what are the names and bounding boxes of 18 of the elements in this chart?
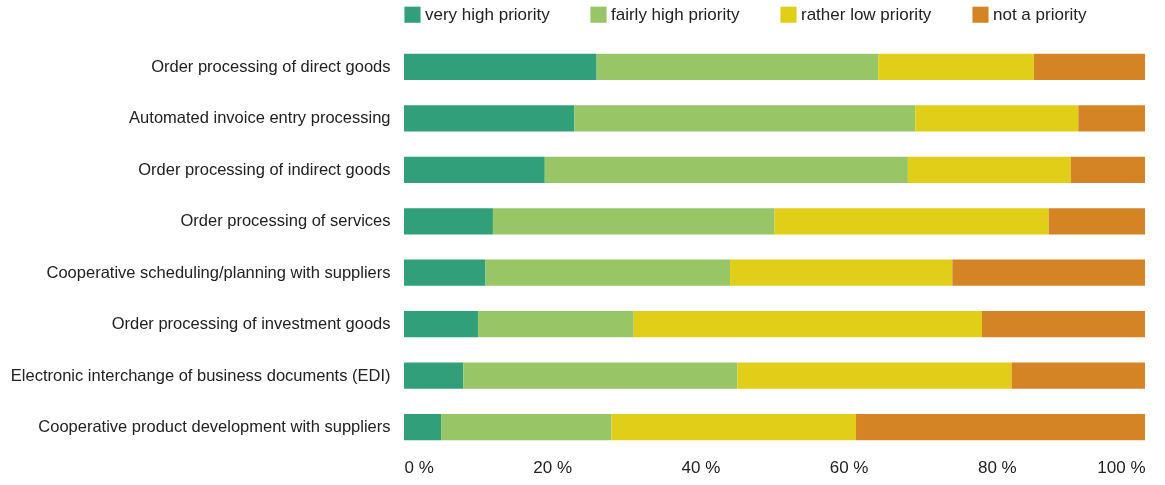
legend-label: rather low priority	[801, 4, 932, 24]
y-tick-label: Electronic interchange of business documents (EDI)	[10, 365, 391, 384]
y-tick-label: Order processing of investment goods	[111, 314, 391, 333]
legend-label: fairly high priority	[611, 4, 740, 24]
y-tick-label: Order processing of indirect goods	[138, 159, 391, 178]
y-tick-label: Automated invoice entry processing	[129, 108, 391, 127]
y-tick-label: Cooperative product development with suppliers	[38, 417, 391, 436]
x-tick-label: 0 %	[404, 457, 434, 477]
legend-label: not a priority	[993, 4, 1088, 24]
y-tick-label: Order processing of direct goods	[151, 56, 391, 75]
x-tick-label: 80 %	[977, 457, 1017, 477]
x-tick-label: 20 %	[533, 457, 573, 477]
x-tick-label: 60 %	[829, 457, 869, 477]
legend-label: very high priority	[425, 4, 551, 24]
y-tick-label: Order processing of services	[180, 211, 391, 230]
x-tick-label: 40 %	[681, 457, 721, 477]
x-tick-label: 100 %	[1097, 457, 1146, 477]
y-tick-label: Cooperative scheduling/planning with suppliers	[46, 262, 391, 281]
